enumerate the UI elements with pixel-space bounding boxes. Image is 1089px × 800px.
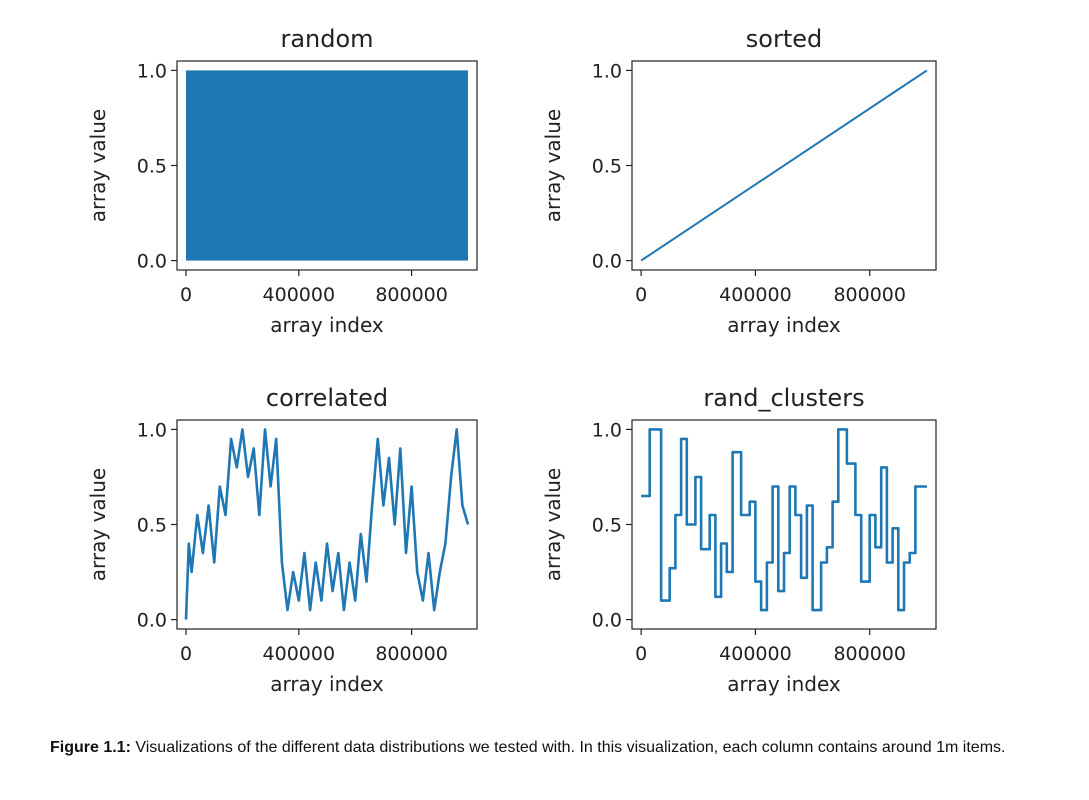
sorted-ytick-label: 0.0 [592, 251, 622, 273]
correlated-ytick-label: 1.0 [137, 419, 167, 441]
random-xtick-label: 0 [180, 284, 192, 306]
correlated-title: correlated [266, 384, 388, 412]
random-ylabel: array value [86, 109, 110, 222]
rand-clusters-xtick-label: 800000 [833, 643, 906, 665]
random-ytick-label: 0.0 [137, 251, 167, 273]
random-data-band [186, 70, 468, 261]
random-xlabel: array index [270, 313, 384, 337]
sorted-title: sorted [746, 25, 822, 53]
sorted-xtick-label: 800000 [833, 284, 906, 306]
caption-label: Figure 1.1: [50, 739, 131, 756]
sorted-xlabel: array index [727, 313, 841, 337]
rand-clusters-xtick-label: 400000 [719, 643, 792, 665]
random-ytick-label: 1.0 [137, 60, 167, 82]
sorted-ytick-label: 1.0 [592, 60, 622, 82]
correlated-xtick-label: 0 [180, 643, 192, 665]
sorted-ytick-label: 0.5 [592, 156, 622, 178]
sorted-xtick-label: 400000 [719, 284, 792, 306]
rand-clusters-xtick-label: 0 [635, 643, 647, 665]
correlated-xtick-label: 400000 [263, 643, 336, 665]
rand-clusters-ytick-label: 0.0 [592, 610, 622, 632]
rand-clusters-ytick-label: 0.5 [592, 515, 622, 537]
correlated-ytick-label: 0.5 [137, 515, 167, 537]
rand-clusters-ylabel: array value [541, 468, 565, 581]
figure: random 0 400000 800000 0.0 0.5 1.0 array index a… [86, 25, 937, 696]
figure-svg: random 0 400000 800000 0.0 0.5 1.0 array index a… [86, 25, 937, 696]
sorted-series-line [640, 69, 928, 262]
caption-text: Visualizations of the different data dis… [135, 739, 1006, 756]
correlated-series-line [184, 428, 470, 620]
rand-clusters-axes-frame [631, 419, 937, 630]
sorted-ylabel: array value [541, 109, 565, 222]
random-title: random [280, 25, 373, 53]
correlated-xtick-label: 800000 [375, 643, 448, 665]
random-ytick-label: 0.5 [137, 156, 167, 178]
rand-clusters-title: rand_clusters [703, 384, 864, 412]
random-xtick-label: 400000 [263, 284, 336, 306]
figure-caption: Figure 1.1: Visualizations of the differ… [50, 734, 1040, 762]
correlated-ytick-label: 0.0 [137, 610, 167, 632]
rand-clusters-xlabel: array index [727, 672, 841, 696]
correlated-ylabel: array value [86, 468, 110, 581]
correlated-xlabel: array index [270, 672, 384, 696]
sorted-xtick-label: 0 [635, 284, 647, 306]
rand-clusters-series-line [641, 428, 927, 612]
random-xtick-label: 800000 [375, 284, 448, 306]
rand-clusters-ytick-label: 1.0 [592, 419, 622, 441]
